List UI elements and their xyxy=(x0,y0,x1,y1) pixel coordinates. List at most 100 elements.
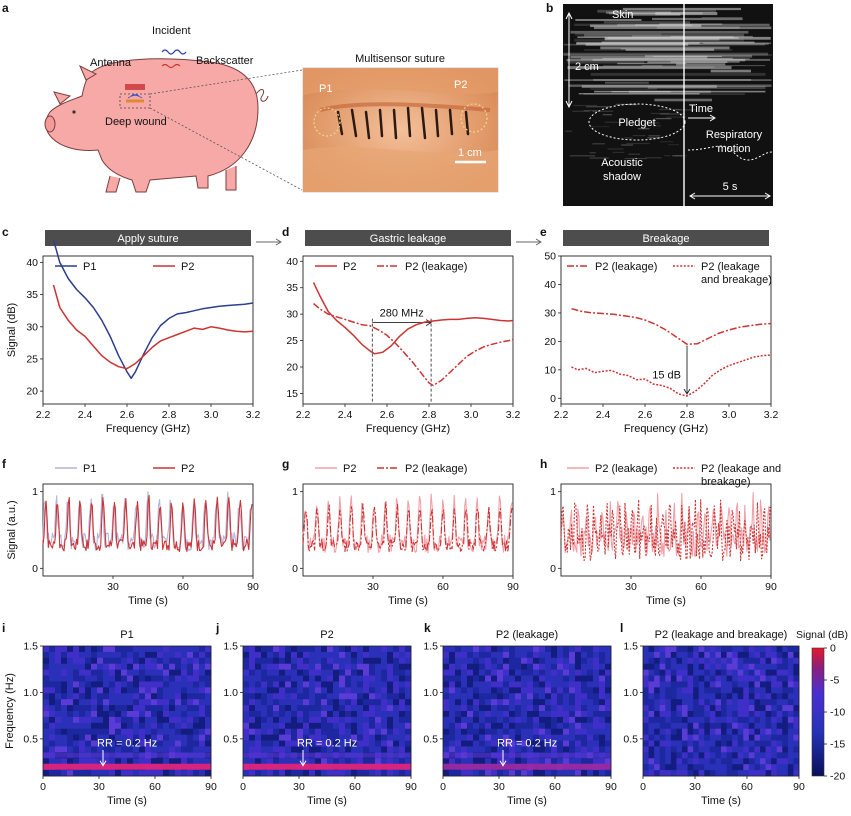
heatmap-cell xyxy=(157,716,164,724)
heatmap-cell xyxy=(593,722,600,730)
heatmap-cell xyxy=(748,722,755,730)
heatmap-cell xyxy=(157,657,164,665)
heatmap-cell xyxy=(181,687,188,694)
heatmap-cell xyxy=(557,651,564,659)
heatmap-cell xyxy=(527,693,534,700)
heatmap-cell xyxy=(103,728,110,736)
heatmap-cell xyxy=(85,675,92,682)
x-tick-label: 2.4 xyxy=(338,409,353,421)
heatmap-cell xyxy=(545,734,552,741)
heatmap-cell xyxy=(737,669,744,676)
heatmap-cell xyxy=(339,693,346,700)
heatmap-cell xyxy=(665,740,672,747)
heatmap-cell xyxy=(461,669,468,676)
rr-annotation: RR = 0.2 Hz xyxy=(297,737,357,749)
heatmap-cell xyxy=(109,746,116,753)
heatmap-cell xyxy=(327,711,334,718)
heatmap-cell xyxy=(765,764,772,771)
heatmap-cell xyxy=(521,728,528,736)
heatmap-cell xyxy=(754,681,761,688)
heatmap-cell xyxy=(139,740,146,747)
heatmap-cell xyxy=(515,687,522,694)
heatmap-cell xyxy=(443,716,450,724)
heatmap-cell xyxy=(363,657,370,665)
heatmap-cell xyxy=(659,728,666,736)
heatmap-cell xyxy=(327,657,334,665)
heatmap-cell xyxy=(563,705,570,712)
heatmap-cell xyxy=(187,770,194,777)
heatmap-cell xyxy=(175,687,182,694)
heatmap-cell xyxy=(303,657,310,665)
speckle xyxy=(650,112,670,115)
heatmap-cell xyxy=(321,663,328,671)
heatmap-cell xyxy=(485,693,492,700)
heatmap-cell xyxy=(497,651,504,659)
heatmap-cell xyxy=(485,646,492,653)
heatmap-cell xyxy=(563,734,570,741)
series-line-1 xyxy=(52,284,254,370)
heatmap-cell xyxy=(704,770,711,777)
heatmap-cell xyxy=(163,693,170,700)
heatmap-cell xyxy=(91,646,98,653)
heatmap-cell xyxy=(363,687,370,694)
heatmap-cell xyxy=(539,675,546,682)
speckle xyxy=(659,108,681,111)
heatmap-cell xyxy=(485,687,492,694)
y-tick-label: 0 xyxy=(550,393,556,405)
heatmap-cell xyxy=(357,663,364,671)
y-tick-label: 0.5 xyxy=(423,733,438,745)
heatmap-cell xyxy=(193,722,200,730)
heatmap-cell xyxy=(121,740,128,747)
heatmap-cell xyxy=(726,681,733,688)
heatmap-cell xyxy=(693,740,700,747)
heatmap-cell xyxy=(643,687,649,694)
heatmap-cell xyxy=(115,734,122,741)
heatmap-cell xyxy=(670,646,677,653)
heatmap-cell xyxy=(273,646,280,653)
heatmap-cell xyxy=(732,699,739,706)
heatmap-cell xyxy=(665,722,672,730)
heatmap-cell xyxy=(133,669,140,676)
heatmap-cell xyxy=(760,687,766,694)
heatmap-cell xyxy=(557,711,564,718)
heatmap-cell xyxy=(55,669,62,676)
heatmap-cell xyxy=(309,681,316,688)
heatmap-cell xyxy=(715,764,722,771)
heatmap-cell xyxy=(115,675,122,682)
heatmap-cell xyxy=(491,758,498,765)
heatmap-cell xyxy=(327,705,334,712)
heatmap-cell xyxy=(533,746,540,753)
heatmap-cell xyxy=(303,711,310,718)
heatmap-cell xyxy=(748,646,755,653)
heatmap-cell xyxy=(455,657,462,665)
rr-arrowhead xyxy=(299,760,307,767)
heatmap-cell xyxy=(643,752,649,759)
heatmap-cell xyxy=(121,699,128,706)
heatmap-cell xyxy=(399,746,406,753)
heatmap-cell xyxy=(121,770,128,777)
heatmap-cell xyxy=(157,663,164,671)
heatmap-cell xyxy=(109,728,116,736)
heatmap-cell xyxy=(587,651,594,659)
plot-frame xyxy=(442,645,612,777)
heatmap-cell xyxy=(443,770,450,777)
heatmap-cell xyxy=(351,734,358,741)
heatmap-cell xyxy=(297,734,304,741)
panel-b: b Skin 2 cm Pledget Acoustic shadow Time… xyxy=(546,1,773,206)
heatmap-cell xyxy=(55,740,62,747)
heatmap-cell xyxy=(587,711,594,718)
series-line-1 xyxy=(313,303,514,387)
heatmap-cell xyxy=(249,669,256,676)
legend-label: breakage) xyxy=(701,476,751,488)
heatmap-cell xyxy=(754,699,761,706)
chart-header-bar xyxy=(45,230,251,246)
heatmap-cell xyxy=(527,734,534,741)
heatmap-cell xyxy=(261,657,268,665)
heatmap-cell xyxy=(243,705,250,712)
heatmap-cell xyxy=(339,734,346,741)
heatmap-cell xyxy=(539,693,546,700)
heatmap-cell xyxy=(521,663,528,671)
heatmap-cell xyxy=(363,734,370,741)
heatmap-cell xyxy=(569,657,576,665)
heatmap-cell xyxy=(309,651,316,659)
